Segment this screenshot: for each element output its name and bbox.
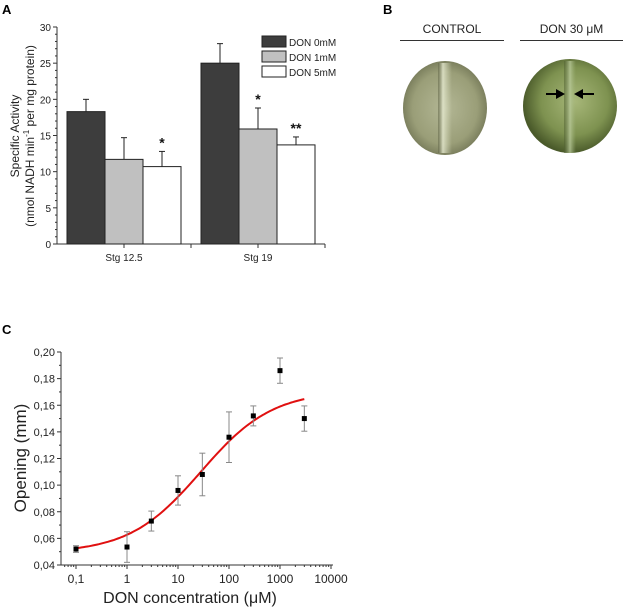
data-point — [73, 546, 79, 552]
x-tick-label: 0,1 — [68, 572, 85, 586]
panel-label-c: C — [2, 322, 12, 337]
y-axis: 0,04 0,06 0,08 0,10 0,12 0,14 0,16 0,18 0,20 — [34, 347, 62, 572]
significance-marker: ** — [291, 120, 302, 136]
x-tick-label: 10 — [171, 572, 185, 586]
y-tick-label: 5 — [45, 204, 51, 215]
legend-swatch — [261, 65, 287, 78]
data-point — [277, 368, 283, 374]
y-axis-label-line2-post: per mg protein) — [23, 45, 37, 130]
significance-marker: * — [159, 134, 165, 150]
x-tick-label: Stg 19 — [244, 253, 273, 264]
control-title-rule — [400, 40, 504, 41]
bar — [142, 166, 182, 245]
dose-response-chart: 0,04 0,06 0,08 0,10 0,12 0,14 0,16 0,18 0,20 0,1… — [11, 347, 348, 607]
y-axis-label-line2-pre: (nmol NADH min — [23, 137, 37, 227]
embryo-photos-panel: CONTROL DON 30 μM — [380, 0, 624, 230]
arrow-right-icon — [546, 89, 565, 99]
x-tick-label: 1000 — [267, 572, 294, 586]
control-title: CONTROL — [422, 22, 482, 36]
y-tick-label: 0,10 — [34, 480, 55, 492]
y-tick-label: 0,20 — [34, 347, 55, 359]
fit-curve — [75, 398, 305, 550]
y-axis-label-line2-sup: -1 — [22, 129, 31, 137]
y-tick-label: 0,12 — [34, 454, 55, 466]
x-tick-label: 10000 — [314, 572, 348, 586]
bar — [104, 158, 144, 245]
y-tick-label: 0,14 — [34, 427, 55, 439]
panel-label-b: B — [383, 2, 393, 17]
x-tick-label: 100 — [219, 572, 239, 586]
y-axis-label: Opening (mm) — [11, 404, 30, 513]
x-tick-label: 1 — [124, 572, 131, 586]
y-tick-label: 25 — [40, 59, 52, 70]
y-axis: 0 5 10 15 20 25 30 — [40, 23, 58, 251]
y-tick-label: 0,06 — [34, 533, 55, 545]
data-point — [124, 544, 130, 550]
y-tick-label: 15 — [40, 132, 52, 143]
x-tick-label: Stg 12.5 — [105, 253, 143, 264]
x-axis-label: DON concentration (μM) — [103, 590, 277, 607]
don-title-rule — [520, 40, 623, 41]
x-axis: Stg 12.5 Stg 19 — [57, 243, 326, 264]
legend-label: DON 5mM — [289, 68, 336, 79]
x-axis: 0,1 1 10 100 1000 10000 — [61, 564, 348, 586]
bar — [200, 62, 240, 245]
arrow-left-icon — [574, 89, 594, 99]
legend-swatch — [261, 50, 287, 63]
y-axis-label-line1: Specific Activity — [8, 95, 22, 178]
y-tick-label: 30 — [40, 23, 52, 34]
y-tick-label: 10 — [40, 168, 52, 179]
data-point — [175, 487, 181, 493]
bar — [66, 111, 106, 245]
data-point — [250, 413, 256, 419]
y-tick-label: 0 — [45, 240, 51, 251]
significance-marker: * — [255, 91, 261, 107]
y-tick-label: 20 — [40, 95, 52, 106]
y-tick-label: 0,04 — [34, 560, 55, 572]
legend-label: DON 0mM — [289, 38, 336, 49]
legend: DON 0mM DON 1mM DON 5mM — [261, 35, 336, 79]
control-embryo-image — [403, 61, 487, 155]
data-point — [226, 434, 232, 440]
bars: **** — [66, 43, 316, 245]
don-embryo-image — [523, 59, 617, 153]
panel-label-a: A — [2, 2, 12, 17]
data-point — [301, 416, 307, 422]
data-point — [148, 518, 154, 524]
don-title: DON 30 μM — [539, 22, 604, 36]
y-tick-label: 0,18 — [34, 374, 55, 386]
bar — [238, 128, 278, 245]
y-tick-label: 0,16 — [34, 400, 55, 412]
legend-swatch — [261, 35, 287, 48]
data-points — [73, 357, 308, 563]
data-point — [199, 471, 205, 477]
legend-label: DON 1mM — [289, 53, 336, 64]
y-axis-label-line2: (nmol NADH min-1 per mg protein) — [22, 45, 37, 227]
bar — [276, 144, 316, 245]
y-tick-label: 0,08 — [34, 507, 55, 519]
